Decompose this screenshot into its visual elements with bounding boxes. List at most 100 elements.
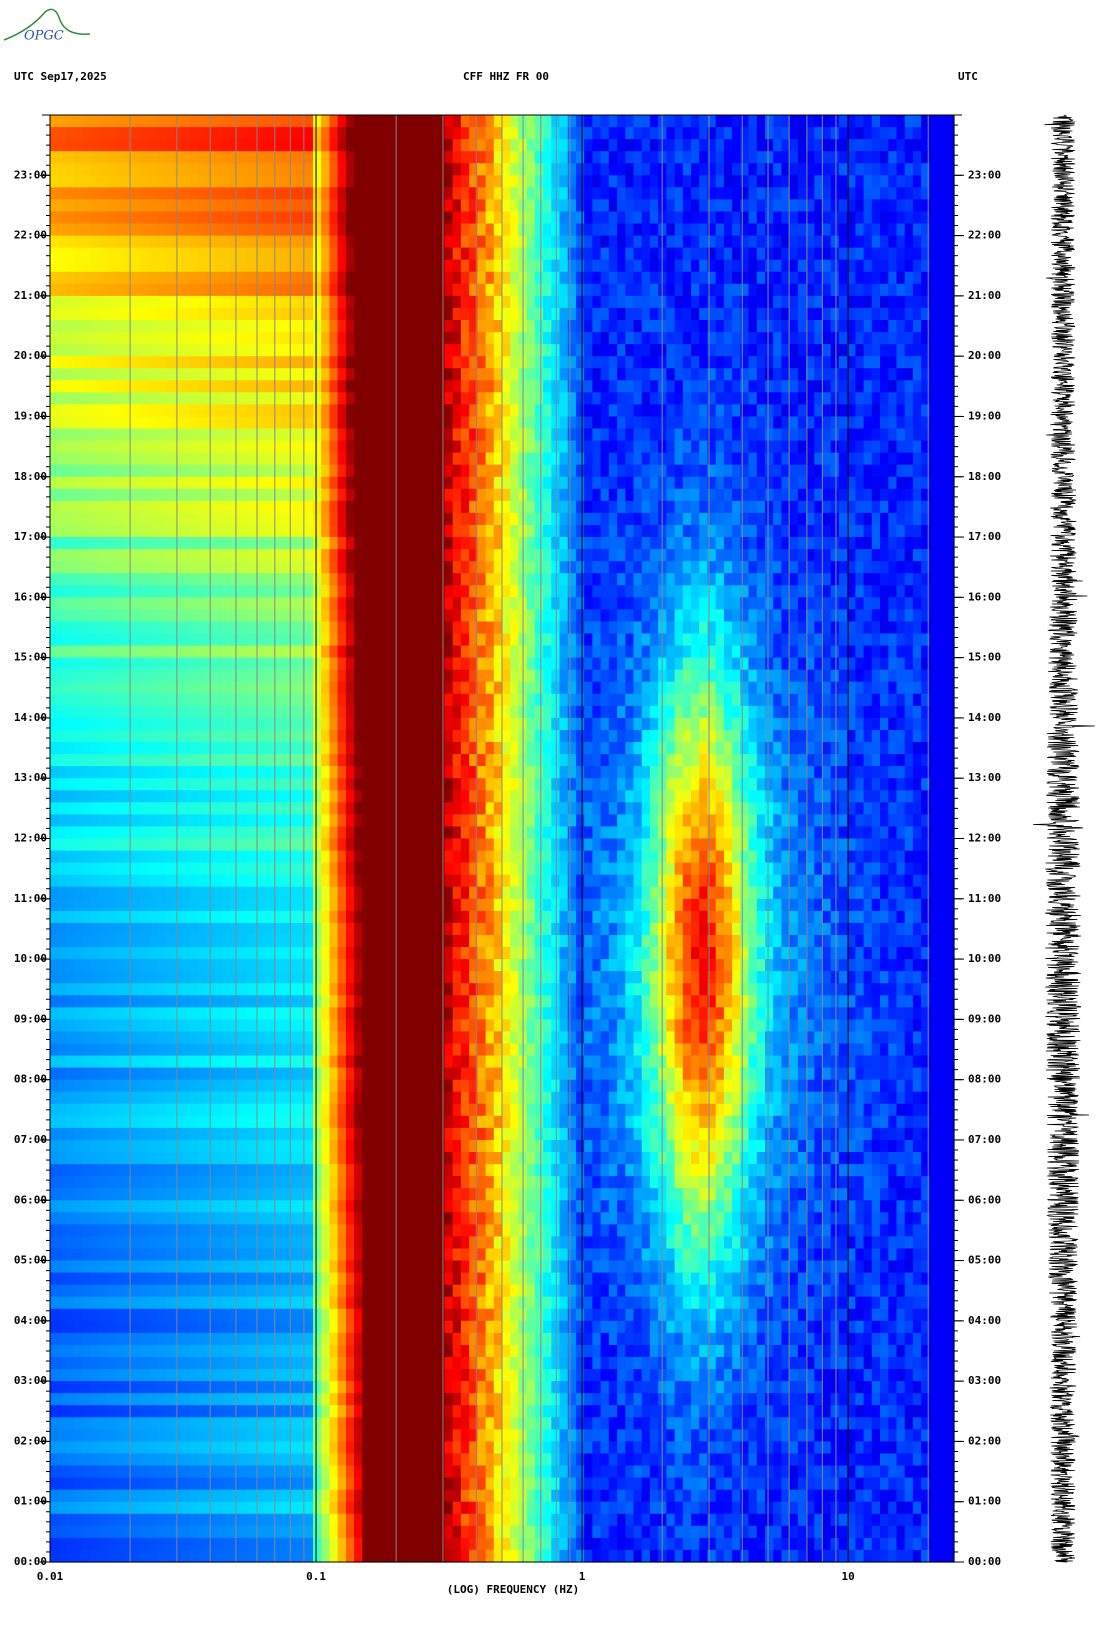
spectrogram-cell bbox=[880, 404, 889, 418]
spectrogram-cell bbox=[567, 235, 577, 249]
spectrogram-cell bbox=[255, 356, 265, 369]
spectrogram-cell bbox=[534, 115, 544, 128]
spectrogram-cell bbox=[740, 416, 750, 430]
spectrogram-cell bbox=[707, 139, 717, 152]
spectrogram-cell bbox=[50, 211, 59, 225]
spectrogram-cell bbox=[830, 115, 840, 128]
spectrogram-cell bbox=[740, 404, 750, 418]
spectrogram-cell bbox=[354, 320, 363, 333]
spectrogram-cell bbox=[370, 259, 380, 273]
spectrogram-cell bbox=[370, 561, 380, 574]
spectrogram-cell bbox=[74, 561, 84, 574]
spectrogram-cell bbox=[929, 175, 939, 188]
spectrogram-cell bbox=[337, 187, 347, 200]
spectrogram-cell bbox=[411, 332, 421, 345]
spectrogram-cell bbox=[296, 452, 306, 466]
spectrogram-cell bbox=[239, 295, 248, 309]
spectrogram-cell bbox=[403, 573, 413, 586]
spectrogram-cell bbox=[502, 537, 511, 550]
spectrogram-cell bbox=[436, 356, 446, 369]
spectrogram-cell bbox=[880, 332, 889, 345]
spectrogram-cell bbox=[945, 139, 955, 152]
spectrogram-cell bbox=[732, 259, 741, 273]
spectrogram-cell bbox=[510, 223, 519, 237]
spectrogram-cell bbox=[617, 127, 626, 140]
spectrogram-cell bbox=[715, 452, 725, 466]
spectrogram-cell bbox=[107, 512, 117, 526]
spectrogram-cell bbox=[822, 163, 832, 176]
spectrogram-cell bbox=[280, 115, 289, 128]
spectrogram-cell bbox=[82, 199, 92, 213]
spectrogram-cell bbox=[148, 585, 158, 598]
spectrogram-cell bbox=[485, 187, 495, 200]
spectrogram-cell bbox=[584, 476, 593, 490]
spectrogram-cell bbox=[493, 392, 503, 405]
spectrogram-cell bbox=[403, 464, 413, 478]
spectrogram-cell bbox=[181, 561, 191, 574]
spectrogram-cell bbox=[921, 549, 930, 562]
spectrogram-cell bbox=[247, 320, 256, 333]
spectrogram-cell bbox=[773, 561, 782, 574]
spectrogram-cell bbox=[469, 609, 478, 623]
spectrogram-cell bbox=[214, 537, 224, 550]
spectrogram-cell bbox=[50, 609, 59, 623]
spectrogram-cell bbox=[329, 537, 339, 550]
spectrogram-cell bbox=[789, 537, 799, 550]
spectrogram-cell bbox=[181, 271, 191, 285]
spectrogram-cell bbox=[403, 416, 413, 430]
spectrogram-cell bbox=[362, 573, 372, 586]
spectrogram-cell bbox=[838, 561, 848, 574]
spectrogram-cell bbox=[797, 151, 807, 164]
spectrogram-cell bbox=[288, 657, 298, 671]
spectrogram-cell bbox=[797, 320, 807, 333]
spectrogram-cell bbox=[871, 235, 881, 249]
spectrogram-cell bbox=[271, 320, 281, 333]
spectrogram-cell bbox=[937, 500, 947, 514]
spectrogram-cell bbox=[592, 597, 602, 610]
spectrogram-cell bbox=[165, 320, 174, 333]
spectrogram-cell bbox=[271, 464, 281, 478]
spectrogram-cell bbox=[822, 404, 832, 418]
spectrogram-cell bbox=[649, 259, 659, 273]
spectrogram-cell bbox=[855, 633, 865, 647]
spectrogram-cell bbox=[477, 645, 487, 659]
spectrogram-cell bbox=[428, 609, 437, 623]
spectrogram-cell bbox=[789, 187, 799, 200]
spectrogram-cell bbox=[937, 549, 947, 562]
spectrogram-cell bbox=[239, 428, 248, 442]
spectrogram-cell bbox=[263, 500, 273, 514]
spectrogram-cell bbox=[600, 573, 610, 586]
spectrogram-cell bbox=[912, 211, 922, 225]
spectrogram-cell bbox=[239, 127, 248, 140]
spectrogram-cell bbox=[945, 585, 955, 598]
spectrogram-cell bbox=[91, 320, 100, 333]
spectrogram-cell bbox=[773, 283, 782, 297]
spectrogram-cell bbox=[691, 549, 700, 562]
spectrogram-cell bbox=[222, 175, 232, 188]
spectrogram-cell bbox=[296, 392, 306, 405]
spectrogram-cell bbox=[814, 235, 824, 249]
spectrogram-cell bbox=[732, 633, 741, 647]
spectrogram-cell bbox=[91, 223, 100, 237]
spectrogram-cell bbox=[362, 356, 372, 369]
spectrogram-cell bbox=[189, 476, 199, 490]
spectrogram-cell bbox=[888, 561, 898, 574]
spectrogram-cell bbox=[551, 115, 561, 128]
spectrogram-cell bbox=[929, 476, 939, 490]
spectrogram-cell bbox=[871, 199, 881, 213]
spectrogram-cell bbox=[707, 151, 717, 164]
spectrogram-cell bbox=[50, 500, 59, 514]
spectrogram-cell bbox=[313, 549, 322, 562]
spectrogram-cell bbox=[362, 609, 372, 623]
spectrogram-cell bbox=[428, 332, 437, 345]
spectrogram-cell bbox=[732, 163, 741, 176]
spectrogram-cell bbox=[888, 332, 898, 345]
spectrogram-cell bbox=[551, 512, 561, 526]
spectrogram-cell bbox=[789, 645, 799, 659]
spectrogram-cell bbox=[502, 307, 511, 321]
spectrogram-cell bbox=[165, 392, 174, 405]
spectrogram-cell bbox=[781, 512, 791, 526]
spectrogram-cell bbox=[880, 464, 889, 478]
spectrogram-cell bbox=[460, 356, 470, 369]
spectrogram-cell bbox=[789, 211, 799, 225]
